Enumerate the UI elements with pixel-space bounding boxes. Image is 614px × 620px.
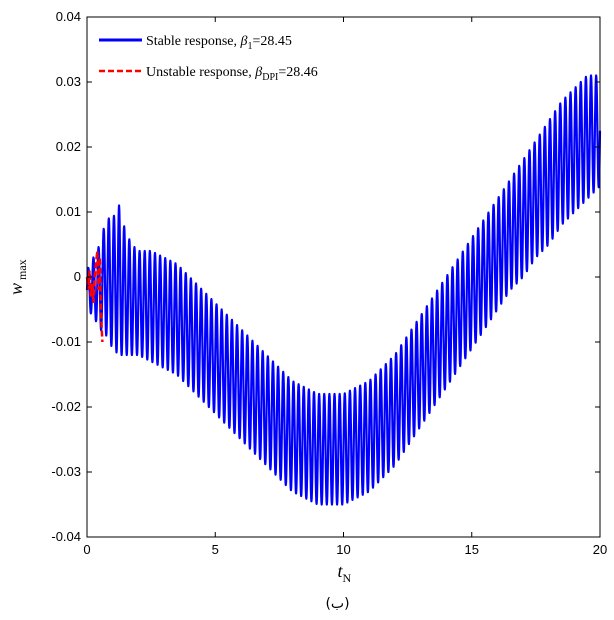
- series-unstable-response-line: [85, 250, 104, 343]
- y-tick-label: -0.03: [51, 464, 81, 479]
- axes-layer: 0 5 10 15 20 0.04 0.03 0.02 0.01 0 -0.01 -0.02 -0.03…: [51, 9, 607, 557]
- legend-label: Stable response, β1=28.45: [146, 34, 292, 52]
- y-tick-label: -0.04: [51, 529, 81, 544]
- data-layer: [85, 74, 602, 506]
- legend-label: Unstable response, βDPI=28.46: [146, 65, 318, 83]
- series-stable-response-line: [85, 74, 602, 506]
- axis-labels: tN w max (ب): [6, 259, 352, 612]
- y-tick-label: 0.04: [56, 9, 81, 24]
- y-axis-label: w max: [6, 259, 29, 295]
- y-tick-label: -0.01: [51, 334, 81, 349]
- x-tick-label: 15: [465, 542, 479, 557]
- y-tick-label: 0: [74, 269, 81, 284]
- x-tick-label: 10: [336, 542, 350, 557]
- legend: Stable response, β1=28.45 Unstable respon…: [99, 34, 318, 83]
- x-tick-label: 5: [212, 542, 219, 557]
- y-tick-label: 0.03: [56, 74, 81, 89]
- x-axis-label: tN: [338, 561, 352, 585]
- y-tick-label: 0.02: [56, 139, 81, 154]
- y-tick-label: 0.01: [56, 204, 81, 219]
- x-tick-label: 20: [593, 542, 607, 557]
- x-tick-label: 0: [83, 542, 90, 557]
- y-tick-label: -0.02: [51, 399, 81, 414]
- figure-caption: (ب): [325, 596, 349, 612]
